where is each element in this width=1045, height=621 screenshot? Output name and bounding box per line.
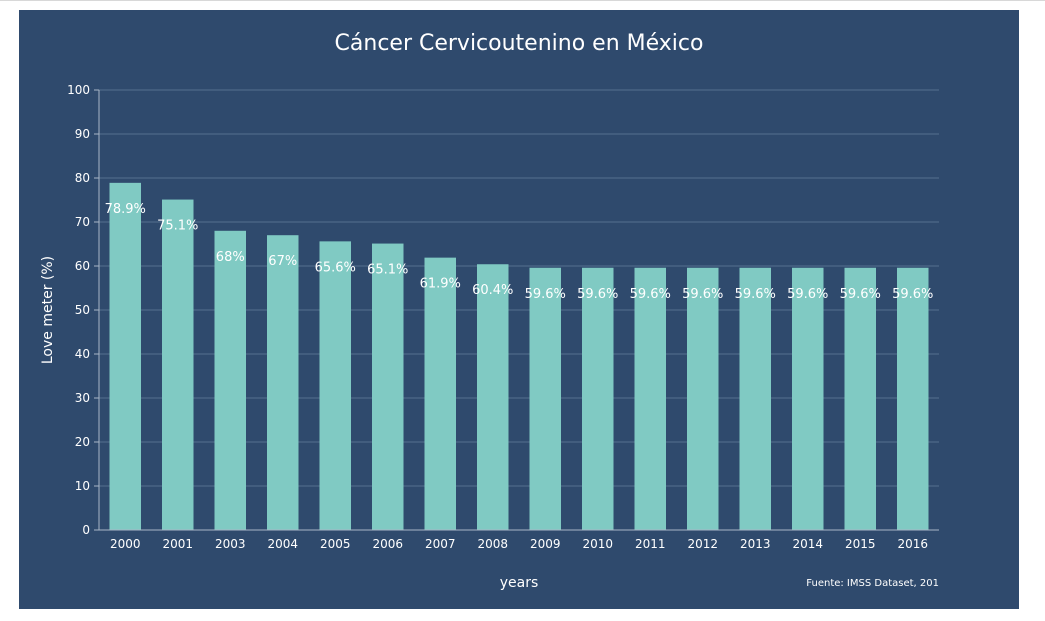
x-tick-label: 2008	[477, 537, 508, 551]
x-tick-label: 2016	[897, 537, 928, 551]
y-tick-label: 60	[75, 259, 90, 273]
source-note: Fuente: IMSS Dataset, 201	[806, 578, 939, 589]
x-tick-label: 2007	[425, 537, 456, 551]
x-axis-ticks: 2000 2001 2003 2004 2005 2006 2007 2008 2009 2010…	[110, 537, 928, 551]
bar	[214, 230, 246, 531]
y-tick-label: 50	[75, 303, 90, 317]
bar-value-label: 59.6%	[787, 287, 828, 302]
x-tick-label: 2014	[792, 537, 823, 551]
y-tick-label: 100	[67, 83, 90, 97]
bar	[319, 241, 351, 531]
bar	[109, 182, 141, 530]
bar-value-label: 59.6%	[630, 287, 671, 302]
bar-value-label: 59.6%	[840, 287, 881, 302]
y-tick-label: 80	[75, 171, 90, 185]
y-axis-label: Love meter (%)	[40, 256, 56, 364]
y-tick-label: 20	[75, 435, 90, 449]
bar-value-label: 60.4%	[472, 283, 513, 298]
bars	[109, 182, 929, 531]
x-tick-label: 2012	[687, 537, 718, 551]
x-tick-label: 2003	[215, 537, 246, 551]
y-tick-label: 30	[75, 391, 90, 405]
bar-value-label: 65.6%	[315, 260, 356, 275]
bar-value-label: 59.6%	[892, 287, 933, 302]
x-axis-label: years	[500, 575, 539, 591]
bar-value-label: 59.6%	[577, 287, 618, 302]
bar	[634, 267, 666, 530]
y-tick-label: 0	[82, 523, 90, 537]
x-tick-label: 2004	[267, 537, 298, 551]
x-tick-label: 2000	[110, 537, 141, 551]
bar-value-label: 61.9%	[420, 277, 461, 292]
x-tick-label: 2015	[845, 537, 876, 551]
bar	[792, 267, 824, 530]
x-tick-label: 2005	[320, 537, 351, 551]
y-tick-label: 90	[75, 127, 90, 141]
bar	[372, 243, 404, 530]
bar	[424, 257, 456, 530]
bar	[162, 199, 194, 530]
bar-value-label: 59.6%	[682, 287, 723, 302]
x-tick-label: 2011	[635, 537, 666, 551]
bar-value-label: 78.9%	[105, 202, 146, 217]
bar-value-label: 68%	[216, 250, 245, 265]
bar	[687, 267, 719, 530]
x-tick-label: 2010	[582, 537, 613, 551]
bar	[529, 267, 561, 530]
bar-value-label: 67%	[268, 254, 297, 269]
bar	[477, 264, 509, 530]
bar	[267, 235, 299, 530]
x-tick-label: 2001	[162, 537, 193, 551]
x-tick-label: 2013	[740, 537, 771, 551]
y-tick-label: 40	[75, 347, 90, 361]
x-tick-label: 2006	[372, 537, 403, 551]
y-tick-label: 10	[75, 479, 90, 493]
bar-value-label: 75.1%	[157, 219, 198, 234]
bar	[844, 267, 876, 530]
data-labels: 78.9% 75.1% 68% 67% 65.6% 65.1% 61.9% 60.4% 59.6…	[105, 202, 934, 302]
bar-value-label: 65.1%	[367, 263, 408, 278]
x-tick-label: 2009	[530, 537, 561, 551]
bar-chart: Cáncer Cervicoutenino en México 0 10 20 30 4…	[40, 31, 939, 591]
y-axis-ticks: 0 10 20 30 40 50 60 70 80 90 100	[67, 83, 99, 537]
y-tick-label: 70	[75, 215, 90, 229]
bar	[739, 267, 771, 530]
bar	[897, 267, 929, 530]
bar-value-label: 59.6%	[525, 287, 566, 302]
chart-title: Cáncer Cervicoutenino en México	[335, 31, 704, 56]
bar-value-label: 59.6%	[735, 287, 776, 302]
chart-panel: Cáncer Cervicoutenino en México 0 10 20 30 4…	[19, 10, 1019, 609]
bar	[582, 267, 614, 530]
top-divider	[0, 0, 1045, 1]
